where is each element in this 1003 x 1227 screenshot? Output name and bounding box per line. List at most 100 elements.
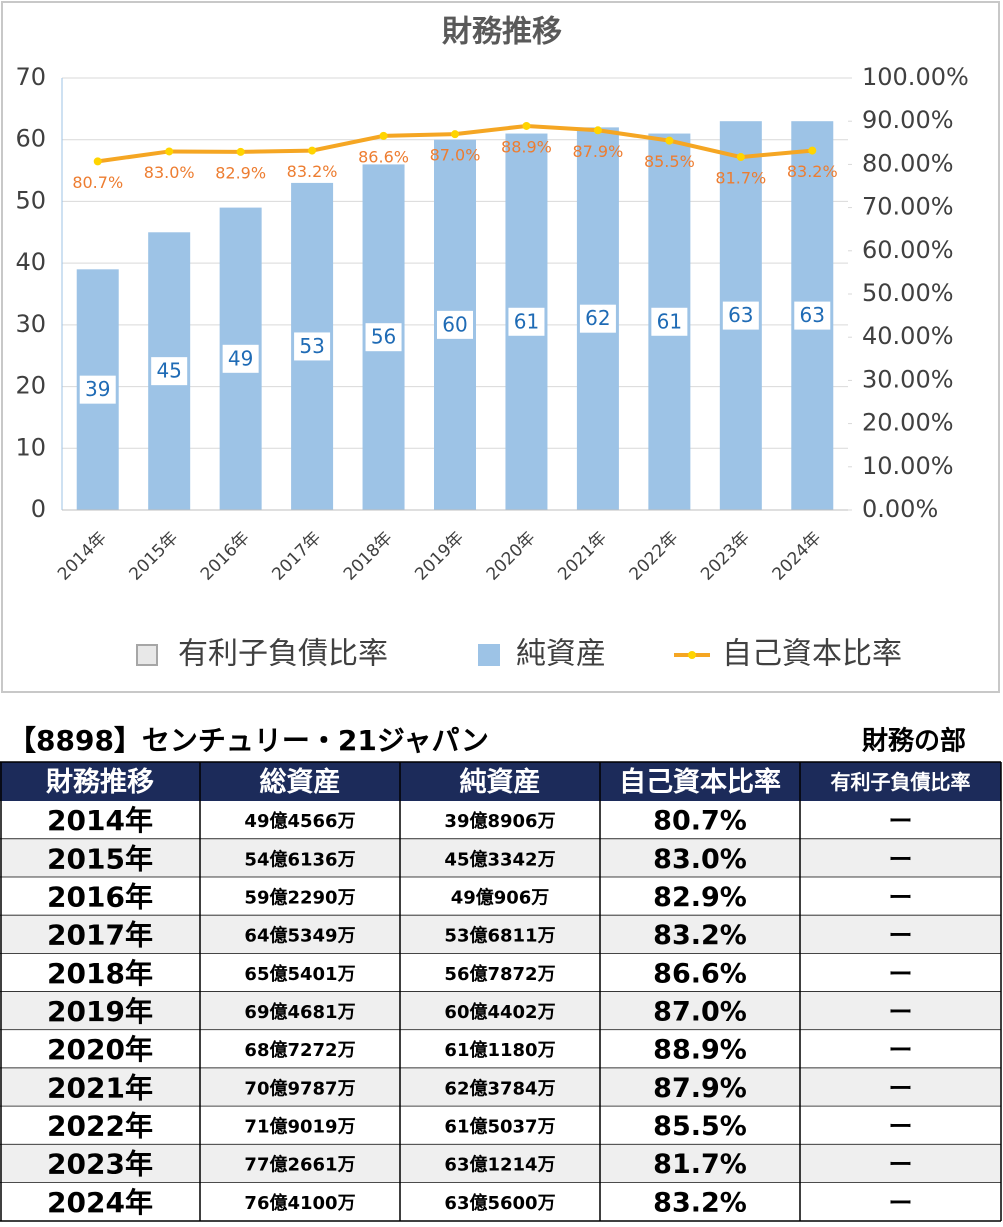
table-row-bg bbox=[0, 801, 1001, 840]
bar-label-box bbox=[579, 304, 616, 333]
legend-swatch bbox=[478, 644, 500, 666]
bar-label-box bbox=[794, 301, 831, 330]
bar-label: 53 bbox=[299, 334, 324, 358]
table-cell: 83.2% bbox=[653, 1187, 747, 1218]
bar-label-box bbox=[508, 307, 545, 336]
table-cell: ー bbox=[889, 807, 913, 835]
bar-label: 61 bbox=[514, 309, 539, 333]
table-header: 総資産 bbox=[260, 766, 341, 798]
table-cell: ー bbox=[889, 960, 913, 988]
legend-label: 純資産 bbox=[516, 637, 606, 672]
table-cell: 63億1214万 bbox=[444, 1154, 555, 1176]
line-label: 86.6% bbox=[358, 147, 409, 166]
table-cell: 76億4100万 bbox=[244, 1192, 355, 1214]
table-cell: 54億6136万 bbox=[244, 848, 355, 870]
table-header: 自己資本比率 bbox=[619, 766, 781, 798]
legend-marker bbox=[688, 651, 696, 659]
table-cell: 2017年 bbox=[47, 919, 153, 952]
y-tick-label: 30 bbox=[15, 310, 46, 338]
y-tick-label: 0 bbox=[31, 495, 46, 523]
table-subtitle: 財務の部 bbox=[862, 727, 966, 757]
table-cell: 80.7% bbox=[653, 806, 747, 837]
table-header: 有利子負債比率 bbox=[831, 770, 971, 794]
table-cell: 62億3784万 bbox=[444, 1077, 555, 1099]
table-cell: 87.0% bbox=[653, 997, 747, 1028]
table-cell: 2021年 bbox=[47, 1071, 153, 1104]
line-marker bbox=[665, 136, 674, 145]
y-tick-label: 20 bbox=[15, 372, 46, 400]
y2-tick-label: 50.00% bbox=[862, 279, 954, 307]
line-marker bbox=[451, 130, 459, 139]
table-cell: 64億5349万 bbox=[244, 925, 355, 947]
table-cell: 68億7272万 bbox=[244, 1039, 355, 1061]
legend-label: 自己資本比率 bbox=[722, 637, 902, 672]
bar-label-box bbox=[365, 323, 402, 352]
table-header: 純資産 bbox=[460, 766, 541, 798]
table-title: 【8898】センチュリー・21ジャパン bbox=[8, 724, 489, 757]
bar-label-box bbox=[294, 332, 331, 361]
table-cell: 60億4402万 bbox=[444, 1001, 555, 1023]
y2-tick-label: 40.00% bbox=[862, 322, 954, 350]
table-row-bg bbox=[0, 1182, 1001, 1221]
chart-title: 財務推移 bbox=[442, 15, 562, 50]
table-cell: 63億5600万 bbox=[444, 1192, 555, 1214]
table-cell: 45億3342万 bbox=[444, 848, 555, 870]
bar-label-box bbox=[151, 357, 188, 386]
line-marker bbox=[593, 126, 602, 135]
table-row-bg bbox=[0, 839, 1001, 878]
table-row-bg bbox=[0, 1106, 1001, 1145]
line-marker bbox=[379, 131, 388, 140]
table-cell: 49億4566万 bbox=[244, 810, 355, 832]
y2-tick-label: 80.00% bbox=[862, 149, 954, 177]
y-tick-label: 70 bbox=[15, 63, 46, 91]
y2-tick-label: 70.00% bbox=[862, 193, 954, 221]
line-label: 87.0% bbox=[430, 146, 481, 165]
table-cell: 61億1180万 bbox=[444, 1039, 555, 1061]
table-cell: 2023年 bbox=[47, 1148, 153, 1181]
table-cell: 83.0% bbox=[653, 844, 747, 875]
table-cell: 2022年 bbox=[47, 1110, 153, 1143]
line-marker bbox=[236, 147, 245, 156]
legend-swatch bbox=[136, 644, 158, 666]
table-cell: 59億2290万 bbox=[244, 886, 355, 908]
line-label: 83.2% bbox=[287, 162, 338, 181]
line-label: 81.7% bbox=[715, 169, 766, 188]
bar-label-box bbox=[651, 307, 688, 336]
table-cell: ー bbox=[889, 1074, 913, 1102]
table-row-bg bbox=[0, 1068, 1001, 1107]
table-cell: 85.5% bbox=[653, 1111, 747, 1142]
table-cell: 70億9787万 bbox=[244, 1077, 355, 1099]
line-label: 83.0% bbox=[144, 163, 195, 182]
table-cell: ー bbox=[889, 883, 913, 911]
bar-label: 61 bbox=[657, 309, 682, 333]
table-cell: 88.9% bbox=[653, 1035, 747, 1066]
table-cell: 61億5037万 bbox=[444, 1116, 555, 1138]
y2-tick-label: 20.00% bbox=[862, 409, 954, 437]
table-cell: ー bbox=[889, 998, 913, 1026]
bar-label-box bbox=[79, 375, 116, 404]
table-cell: 2019年 bbox=[47, 995, 153, 1028]
y2-tick-label: 60.00% bbox=[862, 236, 954, 264]
table-cell: 56億7872万 bbox=[444, 963, 555, 985]
bar-label: 60 bbox=[442, 312, 467, 336]
table-cell: 2014年 bbox=[47, 804, 153, 837]
table-row-bg bbox=[0, 991, 1001, 1031]
table-row-bg bbox=[0, 1030, 1001, 1069]
table-cell: 2016年 bbox=[47, 880, 153, 913]
line-marker bbox=[522, 121, 531, 130]
table-cell: ー bbox=[889, 1151, 913, 1179]
table-row-bg bbox=[0, 877, 1001, 916]
line-label: 83.2% bbox=[787, 162, 838, 181]
table-cell: ー bbox=[889, 922, 913, 950]
line-label: 87.9% bbox=[572, 142, 623, 161]
table-cell: 65億5401万 bbox=[244, 963, 355, 985]
line-label: 80.7% bbox=[72, 173, 123, 192]
y2-tick-label: 0.00% bbox=[862, 495, 938, 523]
table-cell: 81.7% bbox=[653, 1149, 747, 1180]
line-label: 82.9% bbox=[215, 163, 266, 182]
table-cell: 82.9% bbox=[653, 882, 747, 913]
table-cell: 2018年 bbox=[47, 957, 153, 990]
table-cell: 71億9019万 bbox=[244, 1116, 355, 1138]
